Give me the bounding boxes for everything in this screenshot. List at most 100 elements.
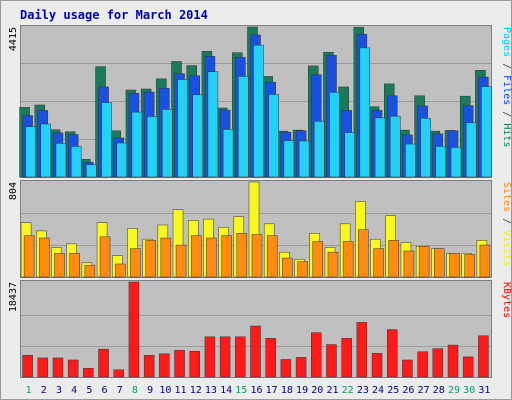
bar-kbytes-day-16 (250, 325, 261, 378)
bar-sites-day-3 (54, 253, 65, 278)
bar-kbytes-day-28 (432, 348, 444, 378)
panel-legend: Pages / Files / Hits (501, 27, 512, 147)
bar-sites-day-19 (297, 261, 308, 278)
bar-pages-day-24 (374, 117, 386, 178)
bar-kbytes-day-19 (295, 357, 307, 378)
bar-kbytes-day-14 (219, 336, 231, 378)
bar-sites-day-26 (403, 250, 415, 278)
bar-kbytes-day-1 (22, 355, 33, 378)
bar-sites-day-28 (434, 248, 445, 278)
bar-kbytes-day-4 (67, 359, 79, 378)
bar-sites-day-12 (190, 235, 202, 278)
bar-pages-day-19 (298, 140, 310, 178)
panel-legend: Sites / Visits (501, 182, 512, 266)
x-tick-label: 7 (117, 385, 123, 396)
bar-sites-day-9 (145, 240, 156, 278)
x-tick-label: 24 (372, 385, 384, 396)
bar-pages-day-7 (116, 142, 128, 178)
x-tick-label: 26 (402, 385, 414, 396)
bar-kbytes-day-23 (356, 322, 368, 378)
bar-sites-day-2 (39, 237, 50, 278)
bar-kbytes-day-30 (462, 356, 474, 378)
bar-sites-day-6 (99, 236, 111, 278)
bar-kbytes-day-5 (83, 367, 94, 378)
bar-kbytes-day-24 (371, 353, 383, 378)
legend-entry: / (501, 105, 512, 123)
bar-pages-day-29 (450, 147, 462, 178)
x-tick-label: 22 (342, 385, 354, 396)
bar-sites-day-13 (206, 237, 217, 278)
legend-entry: / (501, 57, 512, 75)
bar-pages-day-9 (146, 116, 158, 178)
legend-entry: Hits (501, 123, 512, 147)
x-tick-label: 27 (418, 385, 430, 396)
bar-pages-day-6 (101, 102, 112, 178)
bar-sites-day-5 (84, 264, 96, 278)
bar-sites-day-21 (327, 251, 339, 278)
x-tick-label: 19 (296, 385, 308, 396)
legend-entry: KBytes (501, 282, 512, 318)
bar-pages-day-16 (253, 44, 264, 178)
bar-sites-day-16 (251, 234, 263, 278)
bar-sites-day-15 (236, 233, 248, 278)
panel-3: 18437 KBytes (8, 280, 512, 378)
bar-pages-day-22 (344, 132, 355, 178)
bar-pages-day-25 (389, 115, 401, 178)
panel-max-label: 4415 (8, 27, 19, 51)
bar-pages-day-17 (268, 94, 279, 178)
bar-kbytes-day-6 (98, 348, 109, 378)
bar-kbytes-day-27 (417, 351, 428, 378)
bar-kbytes-day-17 (265, 338, 276, 378)
bar-pages-day-15 (238, 76, 249, 178)
legend-entry: / (501, 212, 512, 230)
bar-kbytes-day-25 (386, 329, 398, 378)
bar-pages-day-23 (359, 47, 371, 178)
bar-pages-day-11 (177, 79, 188, 178)
x-tick-label: 1 (26, 385, 32, 396)
bar-pages-day-4 (70, 146, 82, 178)
bar-pages-day-8 (131, 111, 143, 178)
bar-sites-day-23 (358, 229, 369, 278)
bar-kbytes-day-12 (189, 350, 200, 378)
x-tick-label: 25 (387, 385, 399, 396)
bar-sites-day-1 (23, 235, 35, 278)
chart-title: Daily usage for March 2014 (20, 8, 208, 22)
x-tick-label: 9 (147, 385, 153, 396)
legend-entry: Files (501, 75, 512, 105)
bar-kbytes-day-7 (113, 369, 125, 378)
bar-kbytes-day-3 (52, 357, 64, 378)
x-tick-label: 16 (250, 385, 262, 396)
bar-kbytes-day-15 (235, 336, 246, 378)
bar-sites-day-8 (130, 248, 141, 278)
x-tick-label: 13 (205, 385, 217, 396)
bar-pages-day-18 (283, 140, 295, 178)
panel-max-label: 18437 (8, 282, 19, 312)
bar-sites-day-11 (175, 244, 187, 278)
bar-pages-day-1 (25, 126, 36, 178)
bar-pages-day-20 (314, 121, 325, 178)
bar-kbytes-day-18 (280, 359, 292, 378)
x-tick-label: 20 (311, 385, 323, 396)
x-tick-label: 18 (281, 385, 293, 396)
x-tick-label: 17 (266, 385, 278, 396)
bar-sites-day-31 (479, 244, 491, 278)
bar-kbytes-day-22 (341, 338, 352, 378)
bar-sites-day-25 (388, 240, 399, 278)
x-tick-label: 15 (235, 385, 247, 396)
bar-sites-day-22 (342, 241, 354, 278)
x-tick-label: 29 (448, 385, 460, 396)
x-axis-labels: 1 2 3 4 5 6 7 8 9 10 11 12 13 14 15 16 17 18 19 20 21 22 23 24 2… (26, 385, 491, 396)
bar-sites-day-4 (69, 253, 80, 278)
bar-sites-day-18 (282, 257, 293, 278)
bar-pages-day-3 (55, 143, 67, 178)
bar-kbytes-day-10 (159, 353, 170, 378)
bar-sites-day-30 (464, 254, 475, 278)
bar-pages-day-30 (465, 122, 477, 178)
bar-kbytes-day-29 (447, 344, 459, 378)
x-tick-label: 30 (463, 385, 475, 396)
bar-sites-day-7 (115, 263, 126, 278)
bar-pages-day-10 (162, 109, 173, 178)
bar-kbytes-day-20 (311, 332, 322, 378)
legend-entry: Sites (501, 182, 512, 212)
